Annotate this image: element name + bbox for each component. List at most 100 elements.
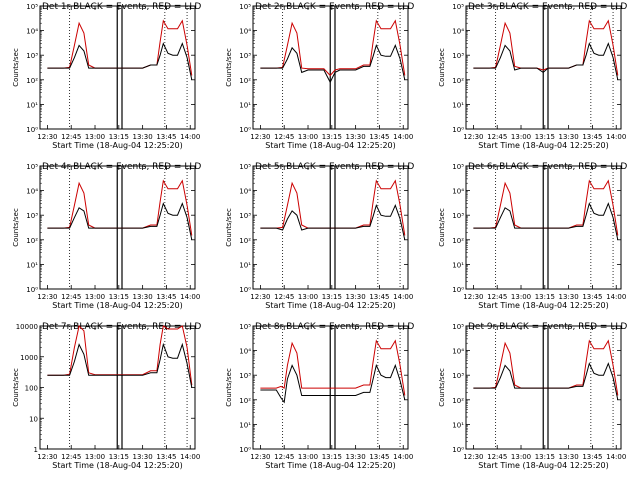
y-tick-label: 10³ — [26, 52, 38, 60]
x-tick-label: 14:00 — [180, 453, 200, 461]
y-tick-label: 10³ — [452, 212, 464, 220]
y-tick-label: 10⁴ — [239, 28, 251, 36]
y-axis-label: Counts/sec — [438, 368, 446, 407]
x-tick-label: 13:15 — [535, 453, 555, 461]
y-axis-label: Counts/sec — [225, 48, 233, 87]
x-tick-label: 12:30 — [37, 133, 57, 141]
events-series-line — [47, 342, 193, 388]
x-tick-label: 13:30 — [559, 133, 579, 141]
y-tick-label: 10⁰ — [452, 446, 464, 454]
x-tick-label: 13:45 — [582, 293, 602, 301]
y-axis-label: Counts/sec — [225, 368, 233, 407]
x-tick-label: 12:45 — [274, 453, 294, 461]
y-tick-label: 10² — [239, 77, 251, 85]
y-tick-label: 10¹ — [452, 261, 464, 269]
y-tick-label: 10 — [29, 415, 38, 423]
y-tick-label: 10² — [452, 77, 464, 85]
x-tick-label: 13:30 — [559, 453, 579, 461]
y-tick-label: 10¹ — [239, 421, 251, 429]
y-tick-label: 100 — [25, 385, 38, 393]
y-tick-label: 10² — [452, 237, 464, 245]
x-tick-label: 13:30 — [133, 133, 153, 141]
x-axis-label: Start Time (18-Aug-04 12:25:20) — [478, 301, 609, 310]
y-tick-label: 10⁵ — [239, 323, 251, 331]
events-series-line — [473, 362, 619, 400]
events-series-line — [473, 202, 619, 240]
y-tick-label: 10⁴ — [452, 28, 464, 36]
y-tick-label: 10² — [239, 397, 251, 405]
x-tick-label: 14:00 — [606, 453, 626, 461]
x-tick-label: 12:45 — [61, 133, 81, 141]
x-tick-label: 13:15 — [322, 293, 342, 301]
y-tick-label: 10⁰ — [452, 126, 464, 134]
detector-panel: Det 5r BLACK = Events, RED = LLD10⁰10¹10… — [225, 162, 414, 310]
x-tick-label: 13:00 — [511, 293, 531, 301]
detector-panel: Det 6r BLACK = Events, RED = LLD10⁰10¹10… — [438, 162, 627, 310]
lld-series-line — [260, 179, 406, 236]
lld-series-line — [260, 19, 406, 77]
y-tick-label: 10000 — [16, 323, 38, 331]
y-tick-label: 10¹ — [26, 101, 38, 109]
x-tick-label: 12:30 — [250, 133, 270, 141]
x-tick-label: 13:15 — [322, 133, 342, 141]
y-tick-label: 10⁵ — [452, 163, 464, 171]
x-axis-label: Start Time (18-Aug-04 12:25:20) — [478, 141, 609, 150]
x-tick-label: 13:45 — [369, 293, 389, 301]
x-axis-label: Start Time (18-Aug-04 12:25:20) — [478, 461, 609, 470]
y-tick-label: 10⁵ — [452, 3, 464, 11]
y-tick-label: 10² — [26, 77, 38, 85]
x-axis-label: Start Time (18-Aug-04 12:25:20) — [52, 301, 183, 310]
y-tick-label: 10⁴ — [452, 188, 464, 196]
x-tick-label: 12:30 — [37, 453, 57, 461]
x-tick-label: 14:00 — [393, 453, 413, 461]
x-tick-label: 13:45 — [156, 133, 176, 141]
y-tick-label: 10⁴ — [26, 28, 38, 36]
y-tick-label: 10¹ — [452, 421, 464, 429]
y-tick-label: 10⁵ — [26, 3, 38, 11]
x-tick-label: 13:30 — [346, 133, 366, 141]
x-tick-label: 13:30 — [133, 453, 153, 461]
y-tick-label: 10² — [239, 237, 251, 245]
lld-series-line — [47, 179, 193, 236]
y-tick-label: 10⁴ — [26, 188, 38, 196]
x-tick-label: 12:45 — [61, 453, 81, 461]
x-tick-label: 13:45 — [369, 453, 389, 461]
x-tick-label: 13:45 — [582, 453, 602, 461]
x-tick-label: 13:30 — [133, 293, 153, 301]
y-tick-label: 10⁵ — [239, 3, 251, 11]
y-tick-label: 10¹ — [239, 101, 251, 109]
y-tick-label: 1 — [34, 446, 38, 454]
y-tick-label: 10⁴ — [452, 348, 464, 356]
x-tick-label: 12:30 — [250, 453, 270, 461]
x-tick-label: 13:15 — [109, 293, 129, 301]
y-axis-label: Counts/sec — [12, 208, 20, 247]
lld-series-line — [47, 324, 193, 386]
x-tick-label: 14:00 — [606, 133, 626, 141]
x-tick-label: 13:15 — [322, 453, 342, 461]
detector-panel: Det 4r BLACK = Events, RED = LLD10⁰10¹10… — [12, 162, 201, 310]
detector-panel: Det 3r BLACK = Events, RED = LLD10⁰10¹10… — [438, 2, 627, 150]
x-tick-label: 13:00 — [511, 133, 531, 141]
x-tick-label: 13:30 — [346, 293, 366, 301]
y-tick-label: 10¹ — [239, 261, 251, 269]
y-tick-label: 10⁰ — [26, 286, 38, 294]
x-tick-label: 12:45 — [487, 453, 507, 461]
x-tick-label: 12:30 — [37, 293, 57, 301]
y-tick-label: 10⁰ — [239, 286, 251, 294]
x-tick-label: 13:15 — [535, 133, 555, 141]
lld-series-line — [473, 19, 619, 76]
x-tick-label: 14:00 — [606, 293, 626, 301]
detector-panel: Det 1r BLACK = Events, RED = LLD10⁰10¹10… — [12, 2, 201, 150]
x-tick-label: 13:00 — [85, 453, 105, 461]
y-tick-label: 10⁵ — [239, 163, 251, 171]
x-tick-label: 12:45 — [274, 133, 294, 141]
y-axis-label: Counts/sec — [438, 48, 446, 87]
x-tick-label: 13:30 — [346, 453, 366, 461]
x-tick-label: 13:00 — [85, 293, 105, 301]
x-tick-label: 13:15 — [109, 133, 129, 141]
y-tick-label: 10¹ — [26, 261, 38, 269]
x-tick-label: 14:00 — [393, 293, 413, 301]
x-axis-label: Start Time (18-Aug-04 12:25:20) — [265, 301, 396, 310]
lld-series-line — [473, 179, 619, 236]
events-series-line — [473, 42, 619, 80]
